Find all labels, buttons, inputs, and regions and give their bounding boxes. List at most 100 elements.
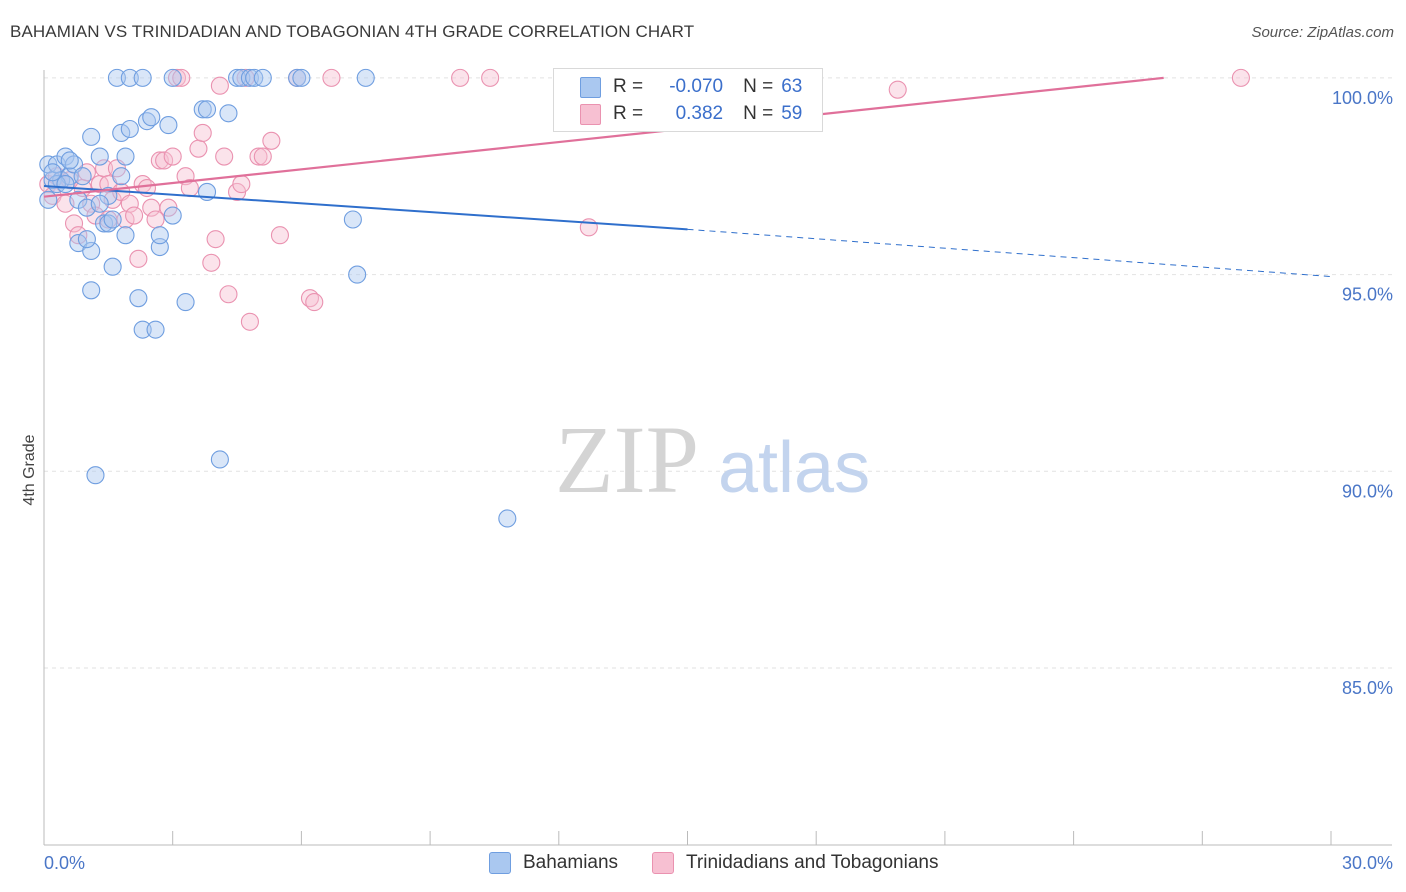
point-trinidadians — [202, 253, 221, 272]
legend-r-label: R = — [613, 103, 644, 124]
y-tick-label: 90.0% — [1342, 481, 1393, 501]
point-bahamians — [288, 68, 307, 87]
point-trinidadians — [322, 68, 341, 87]
point-bahamians — [219, 104, 238, 123]
trend-line-bahamians-extrapolated — [687, 228, 1332, 278]
point-bahamians — [60, 151, 79, 170]
point-bahamians — [146, 320, 165, 339]
correlation-legend: R = -0.070 N = 63 R = 0.382 N = 59 — [553, 68, 823, 132]
legend-item-bahamians[interactable]: Bahamians — [489, 852, 618, 874]
point-bahamians — [77, 230, 96, 249]
point-bahamians — [82, 127, 101, 146]
point-bahamians — [39, 190, 58, 209]
point-bahamians — [90, 194, 109, 213]
point-bahamians — [56, 175, 75, 194]
point-trinidadians — [155, 151, 174, 170]
legend-swatch-blue — [580, 76, 601, 98]
point-bahamians — [176, 293, 195, 312]
point-bahamians — [112, 123, 131, 142]
legend-swatch-pink — [580, 103, 601, 125]
axes — [43, 70, 1392, 846]
point-bahamians — [240, 68, 259, 87]
tick-labels: 85.0% 90.0% 95.0% 100.0% 0.0% 30.0% — [44, 88, 1393, 873]
point-bahamians — [498, 509, 517, 528]
point-bahamians — [107, 68, 126, 87]
point-trinidadians — [129, 249, 148, 268]
point-trinidadians — [206, 230, 225, 249]
y-axis-label: 4th Grade — [21, 434, 38, 505]
point-bahamians — [129, 289, 148, 308]
x-tick-label-min: 0.0% — [44, 853, 85, 873]
legend-swatch-blue — [489, 852, 511, 874]
point-bahamians — [159, 116, 178, 135]
point-bahamians — [133, 320, 152, 339]
chart-title: BAHAMIAN VS TRINIDADIAN AND TOBAGONIAN 4… — [10, 22, 695, 41]
legend-row-trinidadians: R = 0.382 N = 59 — [554, 101, 802, 127]
point-trinidadians — [1231, 68, 1250, 87]
point-trinidadians — [189, 139, 208, 158]
legend-label-trinidadians: Trinidadians and Tobagonians — [686, 852, 939, 873]
legend-r-label: R = — [613, 76, 644, 97]
point-trinidadians — [270, 226, 290, 245]
point-trinidadians — [249, 147, 268, 166]
point-trinidadians — [210, 76, 229, 95]
point-trinidadians — [193, 123, 212, 142]
point-bahamians — [43, 163, 62, 182]
series-trinidadians-points — [39, 68, 1250, 331]
legend-swatch-pink — [652, 852, 674, 874]
point-trinidadians — [232, 175, 251, 194]
point-trinidadians — [146, 210, 165, 229]
point-bahamians — [197, 100, 217, 119]
watermark-atlas: atlas — [718, 428, 870, 508]
point-bahamians — [133, 68, 152, 87]
point-trinidadians — [305, 293, 324, 312]
point-trinidadians — [120, 194, 139, 213]
legend-r-value: -0.070 — [669, 76, 724, 97]
point-bahamians — [82, 241, 101, 261]
point-trinidadians — [888, 80, 907, 99]
point-trinidadians — [253, 147, 272, 166]
point-bahamians — [120, 68, 139, 87]
trend-line-bahamians — [43, 185, 688, 231]
legend-item-trinidadians[interactable]: Trinidadians and Tobagonians — [652, 852, 938, 874]
legend-row-bahamians: R = -0.070 N = 63 — [554, 74, 802, 100]
point-bahamians — [356, 68, 375, 87]
point-trinidadians — [125, 206, 144, 225]
point-bahamians — [210, 450, 229, 469]
point-bahamians — [150, 226, 169, 245]
point-trinidadians — [451, 68, 470, 87]
legend-label-bahamians: Bahamians — [523, 852, 619, 873]
point-bahamians — [292, 68, 311, 87]
point-bahamians — [90, 147, 109, 166]
point-bahamians — [163, 206, 182, 225]
point-bahamians — [103, 210, 122, 229]
point-trinidadians — [167, 68, 187, 87]
y-tick-label: 85.0% — [1342, 678, 1393, 698]
point-trinidadians — [262, 131, 281, 150]
point-trinidadians — [64, 214, 84, 233]
point-bahamians — [142, 108, 161, 127]
y-tick-label: 95.0% — [1342, 285, 1393, 305]
point-trinidadians — [481, 68, 500, 87]
point-trinidadians — [215, 147, 234, 166]
point-bahamians — [86, 466, 105, 485]
series-legend: Bahamians Trinidadians and Tobagonians — [0, 852, 1406, 878]
point-trinidadians — [163, 147, 182, 166]
trend-line-trinidadians — [43, 76, 1164, 198]
watermark-zip: ZIP — [555, 406, 699, 513]
point-trinidadians — [219, 285, 238, 304]
point-trinidadians — [240, 312, 259, 331]
legend-r-value: 0.382 — [675, 103, 724, 124]
point-bahamians — [348, 265, 367, 284]
legend-n-label: N = — [743, 76, 774, 97]
legend-n-value: 59 — [781, 103, 803, 124]
point-bahamians — [82, 281, 101, 300]
point-bahamians — [343, 210, 362, 229]
legend-n-value: 63 — [781, 76, 803, 97]
point-bahamians — [95, 214, 114, 233]
trend-lines — [43, 76, 1332, 278]
point-bahamians — [73, 167, 92, 186]
point-bahamians — [120, 119, 139, 139]
point-bahamians — [116, 147, 135, 166]
